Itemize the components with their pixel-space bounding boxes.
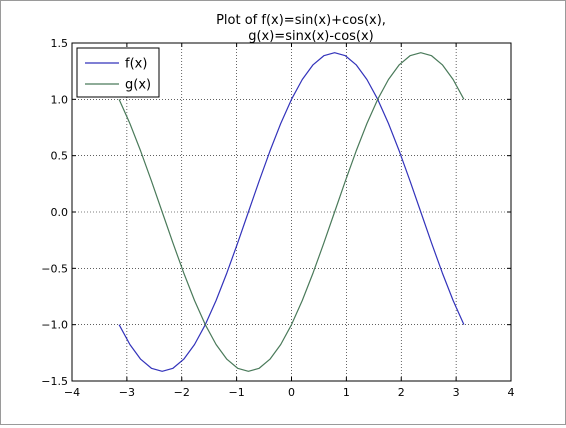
legend-box [76, 47, 160, 98]
axis-ticks: −4 −3 −2 −1 0 1 2 3 4 −1.5 −1.0 −0.5 0.0 0.5 1.0 1.5 [41, 37, 514, 399]
legend-label-g: g(x) [125, 78, 151, 93]
y-tick-label: 0.5 [51, 150, 69, 163]
series-line-f [118, 52, 465, 372]
y-tick-label: −0.5 [41, 262, 68, 275]
series-line-g [118, 52, 465, 372]
chart-title-line-1: Plot of f(x)=sin(x)+cos(x), [216, 13, 386, 28]
y-tick-label: 1.0 [51, 93, 69, 106]
legend-label-f: f(x) [125, 57, 147, 72]
x-tick-label: −4 [64, 386, 80, 399]
x-tick-label: 2 [398, 386, 405, 399]
y-tick-label: 0.0 [51, 206, 69, 219]
x-tick-label: −3 [119, 386, 135, 399]
x-tick-label: 3 [453, 386, 460, 399]
x-tick-label: −1 [229, 386, 245, 399]
y-tick-label: −1.5 [41, 375, 68, 388]
x-tick-label: 0 [288, 386, 295, 399]
y-tick-label: −1.0 [41, 319, 68, 332]
series-layer [118, 52, 465, 372]
y-tick-label: 1.5 [51, 37, 69, 50]
chart-title-line-2: g(x)=sinx(x)-cos(x) [248, 29, 374, 44]
x-tick-label: 4 [508, 386, 515, 399]
legend: f(x) g(x) [76, 47, 160, 98]
x-tick-label: −2 [174, 386, 190, 399]
x-tick-label: 1 [343, 386, 350, 399]
